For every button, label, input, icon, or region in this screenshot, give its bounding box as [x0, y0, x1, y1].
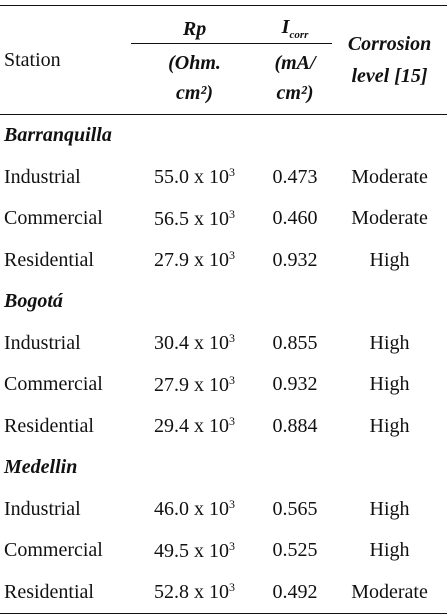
cell-station: Residential — [0, 571, 132, 614]
cell-rp-base: 27.9 x 10 — [154, 373, 230, 396]
cell-rp: 30.4 x 103 — [131, 323, 258, 365]
header-icorr-sub: corr — [289, 29, 309, 41]
header-icorr-unit-line1: (mA/ — [274, 52, 316, 74]
table-row: Commercial 27.9 x 103 0.932 High — [0, 364, 447, 406]
header-station: Station — [0, 5, 132, 114]
table-row: Industrial 30.4 x 103 0.855 High — [0, 323, 447, 365]
cell-rp-exponent: 3 — [229, 248, 236, 263]
cell-rp-base: 55.0 x 10 — [154, 166, 230, 189]
cell-rp-exponent: 3 — [229, 497, 236, 512]
cell-station: Commercial — [4, 373, 103, 396]
cell-rp-base: 52.8 x 10 — [154, 581, 230, 604]
cell-icorr: 0.884 — [272, 414, 318, 437]
cell-rp: 49.5 x 103 — [131, 530, 258, 572]
cell-rp-exponent: 3 — [229, 580, 236, 595]
header-icorr-unit-line2: cm²) — [276, 82, 314, 104]
header-rp-unit-line2: cm²) — [175, 82, 214, 104]
table-row: Industrial 46.0 x 103 0.565 High — [0, 489, 447, 531]
cell-icorr: 0.473 — [272, 165, 318, 188]
header-corrosion-line2: level [15] — [351, 65, 428, 87]
group-row: Medellin — [0, 447, 447, 489]
cell-rp: 29.4 x 103 — [131, 406, 258, 448]
cell-rp-exponent: 3 — [229, 206, 236, 221]
header-row: Station Rp Icorr Corrosion level [15] — [0, 5, 447, 114]
cell-corrosion-level: Moderate — [332, 571, 447, 614]
group-row: Barranquilla — [0, 115, 447, 157]
cell-rp-base: 29.4 x 10 — [154, 415, 230, 438]
cell-rp-exponent: 3 — [229, 538, 236, 553]
cell-icorr: 0.565 — [272, 497, 318, 520]
table-row: Industrial 55.0 x 103 0.473 Moderate — [0, 157, 447, 199]
header-units-row: (Ohm. cm²) (mA/cm²) — [0, 43, 447, 114]
cell-corrosion-level: Moderate — [351, 207, 428, 230]
table-body: Barranquilla Industrial 55.0 x 103 0.473 Mod… — [0, 115, 447, 614]
header-rp-unit: (Ohm. cm²) — [131, 43, 258, 114]
cell-icorr: 0.932 — [272, 373, 318, 396]
document-page: Station Rp Icorr Corrosion level [15] (Oh… — [0, 5, 447, 614]
cell-station: Residential — [4, 414, 94, 437]
header-corrosion-level: Corrosion level [15] — [332, 5, 447, 114]
cell-rp-base: 56.5 x 10 — [154, 207, 230, 230]
cell-corrosion-level: Moderate — [351, 165, 428, 188]
table-row: Residential 29.4 x 103 0.884 High — [0, 406, 447, 448]
cell-corrosion-level: High — [369, 248, 410, 271]
cell-rp-base: 46.0 x 10 — [154, 498, 230, 521]
cell-rp-base: 49.5 x 10 — [154, 539, 230, 562]
header-icorr: Icorr — [257, 5, 333, 44]
group-row: Bogotá — [0, 281, 447, 323]
table-row: Commercial 49.5 x 103 0.525 High — [0, 530, 447, 572]
cell-icorr: 0.460 — [272, 207, 318, 230]
cell-station: Industrial — [4, 331, 81, 354]
header-rp-unit-line1: (Ohm. — [168, 52, 221, 74]
cell-rp-exponent: 3 — [229, 331, 236, 346]
cell-corrosion-level: High — [369, 414, 410, 437]
cell-station: Commercial — [4, 207, 103, 230]
cell-corrosion-level: High — [369, 539, 410, 562]
cell-station: Industrial — [4, 497, 81, 520]
cell-station: Residential — [4, 248, 94, 271]
header-corrosion-line1: Corrosion — [347, 33, 432, 55]
header-icorr-unit: (mA/cm²) — [257, 43, 333, 114]
cell-corrosion-level: High — [369, 497, 410, 520]
cell-icorr: 0.855 — [272, 331, 318, 354]
table-row: Residential 52.8 x 103 0.492 Moderate — [0, 571, 447, 614]
cell-rp-exponent: 3 — [229, 165, 236, 180]
header-icorr-main: I — [281, 16, 290, 38]
cell-rp: 27.9 x 103 — [131, 240, 258, 282]
cell-rp: 46.0 x 103 — [131, 489, 258, 531]
cell-rp: 52.8 x 103 — [131, 571, 258, 614]
group-name: Bogotá — [4, 290, 63, 313]
cell-rp-base: 30.4 x 10 — [154, 332, 230, 355]
group-name: Barranquilla — [4, 124, 112, 147]
group-name: Medellin — [4, 456, 78, 479]
cell-rp: 27.9 x 103 — [131, 364, 258, 406]
cell-rp-exponent: 3 — [229, 414, 236, 429]
cell-icorr: 0.932 — [272, 248, 318, 271]
table-row: Commercial 56.5 x 103 0.460 Moderate — [0, 198, 447, 240]
cell-icorr: 0.492 — [257, 571, 333, 614]
corrosion-table: Station Rp Icorr Corrosion level [15] (Oh… — [0, 5, 447, 614]
cell-corrosion-level: High — [369, 373, 410, 396]
cell-corrosion-level: High — [369, 331, 410, 354]
header-bottom-rule — [0, 114, 447, 115]
cell-icorr: 0.525 — [272, 539, 318, 562]
cell-rp-base: 27.9 x 10 — [154, 249, 230, 272]
header-rule — [0, 114, 447, 115]
table-row: Residential 27.9 x 103 0.932 High — [0, 240, 447, 282]
cell-rp-exponent: 3 — [229, 372, 236, 387]
header-rp: Rp — [131, 5, 258, 44]
cell-station: Industrial — [4, 165, 81, 188]
cell-station: Commercial — [4, 539, 103, 562]
cell-rp: 55.0 x 103 — [131, 157, 258, 199]
cell-rp: 56.5 x 103 — [131, 198, 258, 240]
